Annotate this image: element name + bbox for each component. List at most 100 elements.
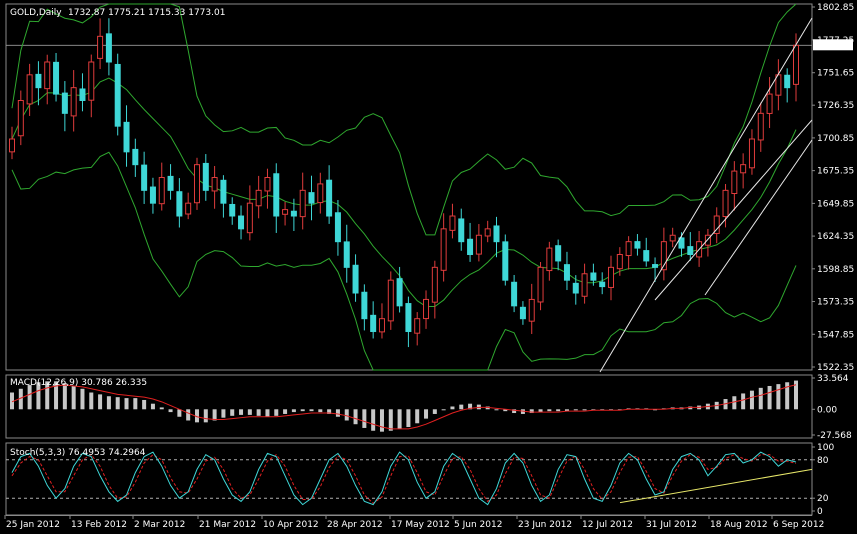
macd-bar xyxy=(741,393,746,410)
bollinger-middle xyxy=(11,77,797,307)
candle-bull xyxy=(185,202,192,215)
macd-bar xyxy=(150,403,155,410)
candle-bear xyxy=(572,282,579,294)
macd-bar xyxy=(415,409,420,424)
macd-bar xyxy=(10,392,14,410)
candle-bear xyxy=(326,179,333,217)
stoch-signal-line xyxy=(11,453,797,504)
candle-bear xyxy=(334,212,341,243)
candle-bull xyxy=(449,215,456,231)
candle-bull xyxy=(17,99,24,137)
candle-bear xyxy=(132,148,139,166)
time-tick-label: 2 Mar 2012 xyxy=(134,520,185,530)
candle-bull xyxy=(70,87,77,117)
macd-bar xyxy=(168,409,173,413)
macd-bar xyxy=(124,398,129,410)
macd-bar xyxy=(582,409,587,411)
macd-bar xyxy=(503,409,508,412)
candle-bull xyxy=(158,177,165,205)
candle-bear xyxy=(563,264,570,281)
candle-bear xyxy=(405,303,412,333)
stoch-tick-label: 80 xyxy=(817,456,829,466)
macd-bar xyxy=(106,396,111,410)
candle-bear xyxy=(53,61,60,95)
macd-bar xyxy=(327,409,332,414)
candle-bull xyxy=(766,93,773,114)
candle-bull xyxy=(669,234,676,242)
stoch-tick-label: 0 xyxy=(817,507,823,517)
candle-bull xyxy=(537,266,544,303)
macd-bar xyxy=(785,382,790,410)
candle-bear xyxy=(652,264,659,268)
time-tick-label: 5 Jun 2012 xyxy=(454,520,502,530)
price-tick-label: 1675.35 xyxy=(817,167,854,177)
macd-bar xyxy=(36,382,41,410)
candle-bear xyxy=(290,210,297,217)
price-tick-label: 1522.35 xyxy=(817,363,854,373)
candle-bull xyxy=(722,189,729,218)
time-axis-line xyxy=(6,515,812,516)
candle-bull xyxy=(431,266,438,303)
time-tick-label: 6 Sep 2012 xyxy=(773,520,824,530)
time-tick-label: 21 Mar 2012 xyxy=(199,520,256,530)
price-tick-label: 1573.35 xyxy=(817,298,854,308)
macd-bar xyxy=(397,409,402,429)
bollinger-upper xyxy=(11,3,797,236)
candle-bear xyxy=(784,74,791,89)
time-tick-label: 10 Apr 2012 xyxy=(263,520,319,530)
macd-bar xyxy=(767,385,772,410)
candle-bull xyxy=(713,215,720,234)
price-tick-label: 1649.85 xyxy=(817,199,854,209)
candle-bear xyxy=(229,203,236,217)
candle-bull xyxy=(731,170,738,194)
macd-bar xyxy=(758,387,763,410)
macd-bar xyxy=(432,409,437,414)
macd-bar xyxy=(256,409,261,416)
candle-bull xyxy=(246,202,253,234)
candle-bear xyxy=(643,250,650,262)
macd-bar xyxy=(283,409,288,414)
candle-bear xyxy=(678,237,685,249)
macd-bar xyxy=(450,406,455,410)
candle-bull xyxy=(740,164,747,174)
macd-bar xyxy=(142,399,147,410)
candle-bear xyxy=(149,186,156,204)
macd-bar xyxy=(564,409,569,412)
macd-bar xyxy=(300,409,305,412)
candle-bear xyxy=(167,175,174,191)
macd-bar xyxy=(98,394,103,410)
macd-bar xyxy=(794,380,798,410)
macd-signal-line xyxy=(11,384,797,430)
candle-bull xyxy=(88,61,95,101)
price-tick-label: 1624.35 xyxy=(817,232,854,242)
candle-bear xyxy=(343,241,350,268)
time-tick-label: 28 Apr 2012 xyxy=(327,520,383,530)
candle-bull xyxy=(317,183,324,204)
macd-bar xyxy=(547,409,552,412)
macd-bar xyxy=(344,409,349,421)
candle-bull xyxy=(423,298,430,320)
candle-bull xyxy=(528,298,535,322)
candle-bear xyxy=(79,88,86,101)
macd-bar xyxy=(318,409,323,413)
stoch-title: Stoch(5,3,3) 76.4953 74.2964 xyxy=(10,448,146,458)
stoch-tick-label: 20 xyxy=(817,494,829,504)
macd-bar xyxy=(388,409,393,431)
candle-bear xyxy=(202,162,209,191)
macd-bar xyxy=(749,390,754,410)
price-tick-label: 1726.35 xyxy=(817,101,854,111)
candle-bear xyxy=(493,225,500,243)
candle-bull xyxy=(546,247,553,272)
candle-bull xyxy=(378,318,385,333)
candle-bear xyxy=(687,246,694,256)
macd-bar xyxy=(194,409,199,423)
candle-bull xyxy=(264,177,271,192)
candle-bull xyxy=(299,189,306,218)
candle-bear xyxy=(634,241,641,249)
macd-bar xyxy=(371,409,376,431)
macd-bar xyxy=(265,409,270,417)
macd-bar xyxy=(80,388,85,410)
channel-lower-line xyxy=(704,139,813,296)
price-tick-label: 1598.85 xyxy=(817,265,854,275)
